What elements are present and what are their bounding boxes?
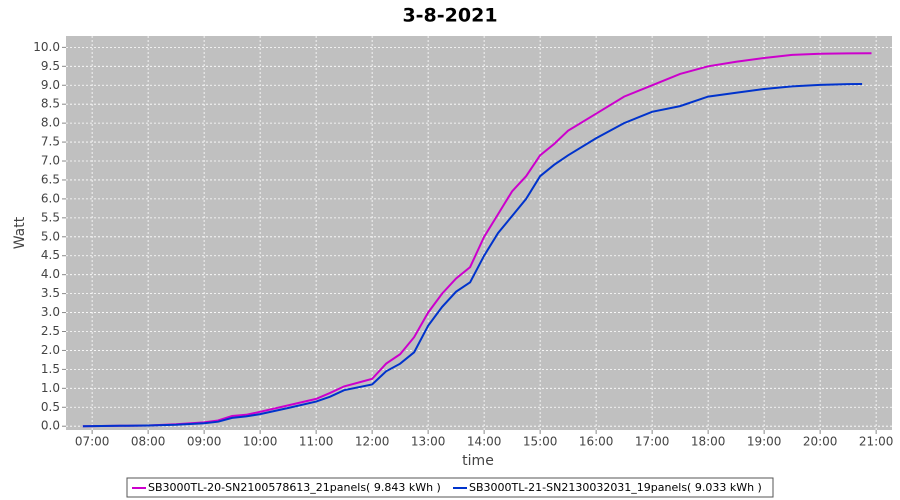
y-tick-label: 2.0 [41,343,60,357]
y-tick-label: 4.0 [41,267,60,281]
y-tick-label: 9.0 [41,78,60,92]
y-tick-label: 5.0 [41,229,60,243]
x-tick-label: 09:00 [187,435,222,449]
x-tick-label: 14:00 [467,435,502,449]
x-tick-label: 20:00 [803,435,838,449]
x-tick-label: 16:00 [579,435,614,449]
y-tick-label: 4.5 [41,248,60,262]
y-tick-label: 0.0 [41,419,60,433]
series-line [82,83,863,428]
x-tick-label: 15:00 [523,435,558,449]
y-tick-label: 1.0 [41,381,60,395]
y-tick-label: 3.5 [41,286,60,300]
x-tick-label: 08:00 [131,435,166,449]
y-axis-label: Watt [12,216,28,249]
y-tick-label: 7.5 [41,135,60,149]
x-tick-label: 19:00 [747,435,782,449]
x-tick-label: 17:00 [635,435,670,449]
y-tick-label: 2.5 [41,324,60,338]
x-tick-label: 07:00 [75,435,110,449]
x-tick-label: 21:00 [859,435,894,449]
legend-label: SB3000TL-21-SN2130032031_19panels( 9.033… [469,481,762,494]
x-tick-label: 11:00 [299,435,334,449]
y-tick-label: 6.5 [41,172,60,186]
chart-title: 3-8-2021 [402,5,497,27]
x-tick-label: 13:00 [411,435,446,449]
legend-box [126,477,774,498]
y-tick-label: 1.5 [41,362,60,376]
x-tick-label: 10:00 [243,435,278,449]
x-tick-label: 18:00 [691,435,726,449]
series-line [82,52,872,428]
x-tick-label: 12:00 [355,435,390,449]
y-tick-label: 8.5 [41,97,60,111]
y-tick-label: 3.0 [41,305,60,319]
y-tick-label: 6.0 [41,191,60,205]
y-tick-label: 8.0 [41,116,60,130]
y-tick-label: 5.5 [41,210,60,224]
y-tick-label: 7.0 [41,154,60,168]
y-tick-label: 10.0 [33,40,60,54]
x-axis-label: time [462,453,494,469]
y-tick-label: 0.5 [41,400,60,414]
legend-label: SB3000TL-20-SN2100578613_21panels( 9.843… [148,481,441,494]
y-tick-label: 9.5 [41,59,60,73]
plot-area [66,36,892,430]
